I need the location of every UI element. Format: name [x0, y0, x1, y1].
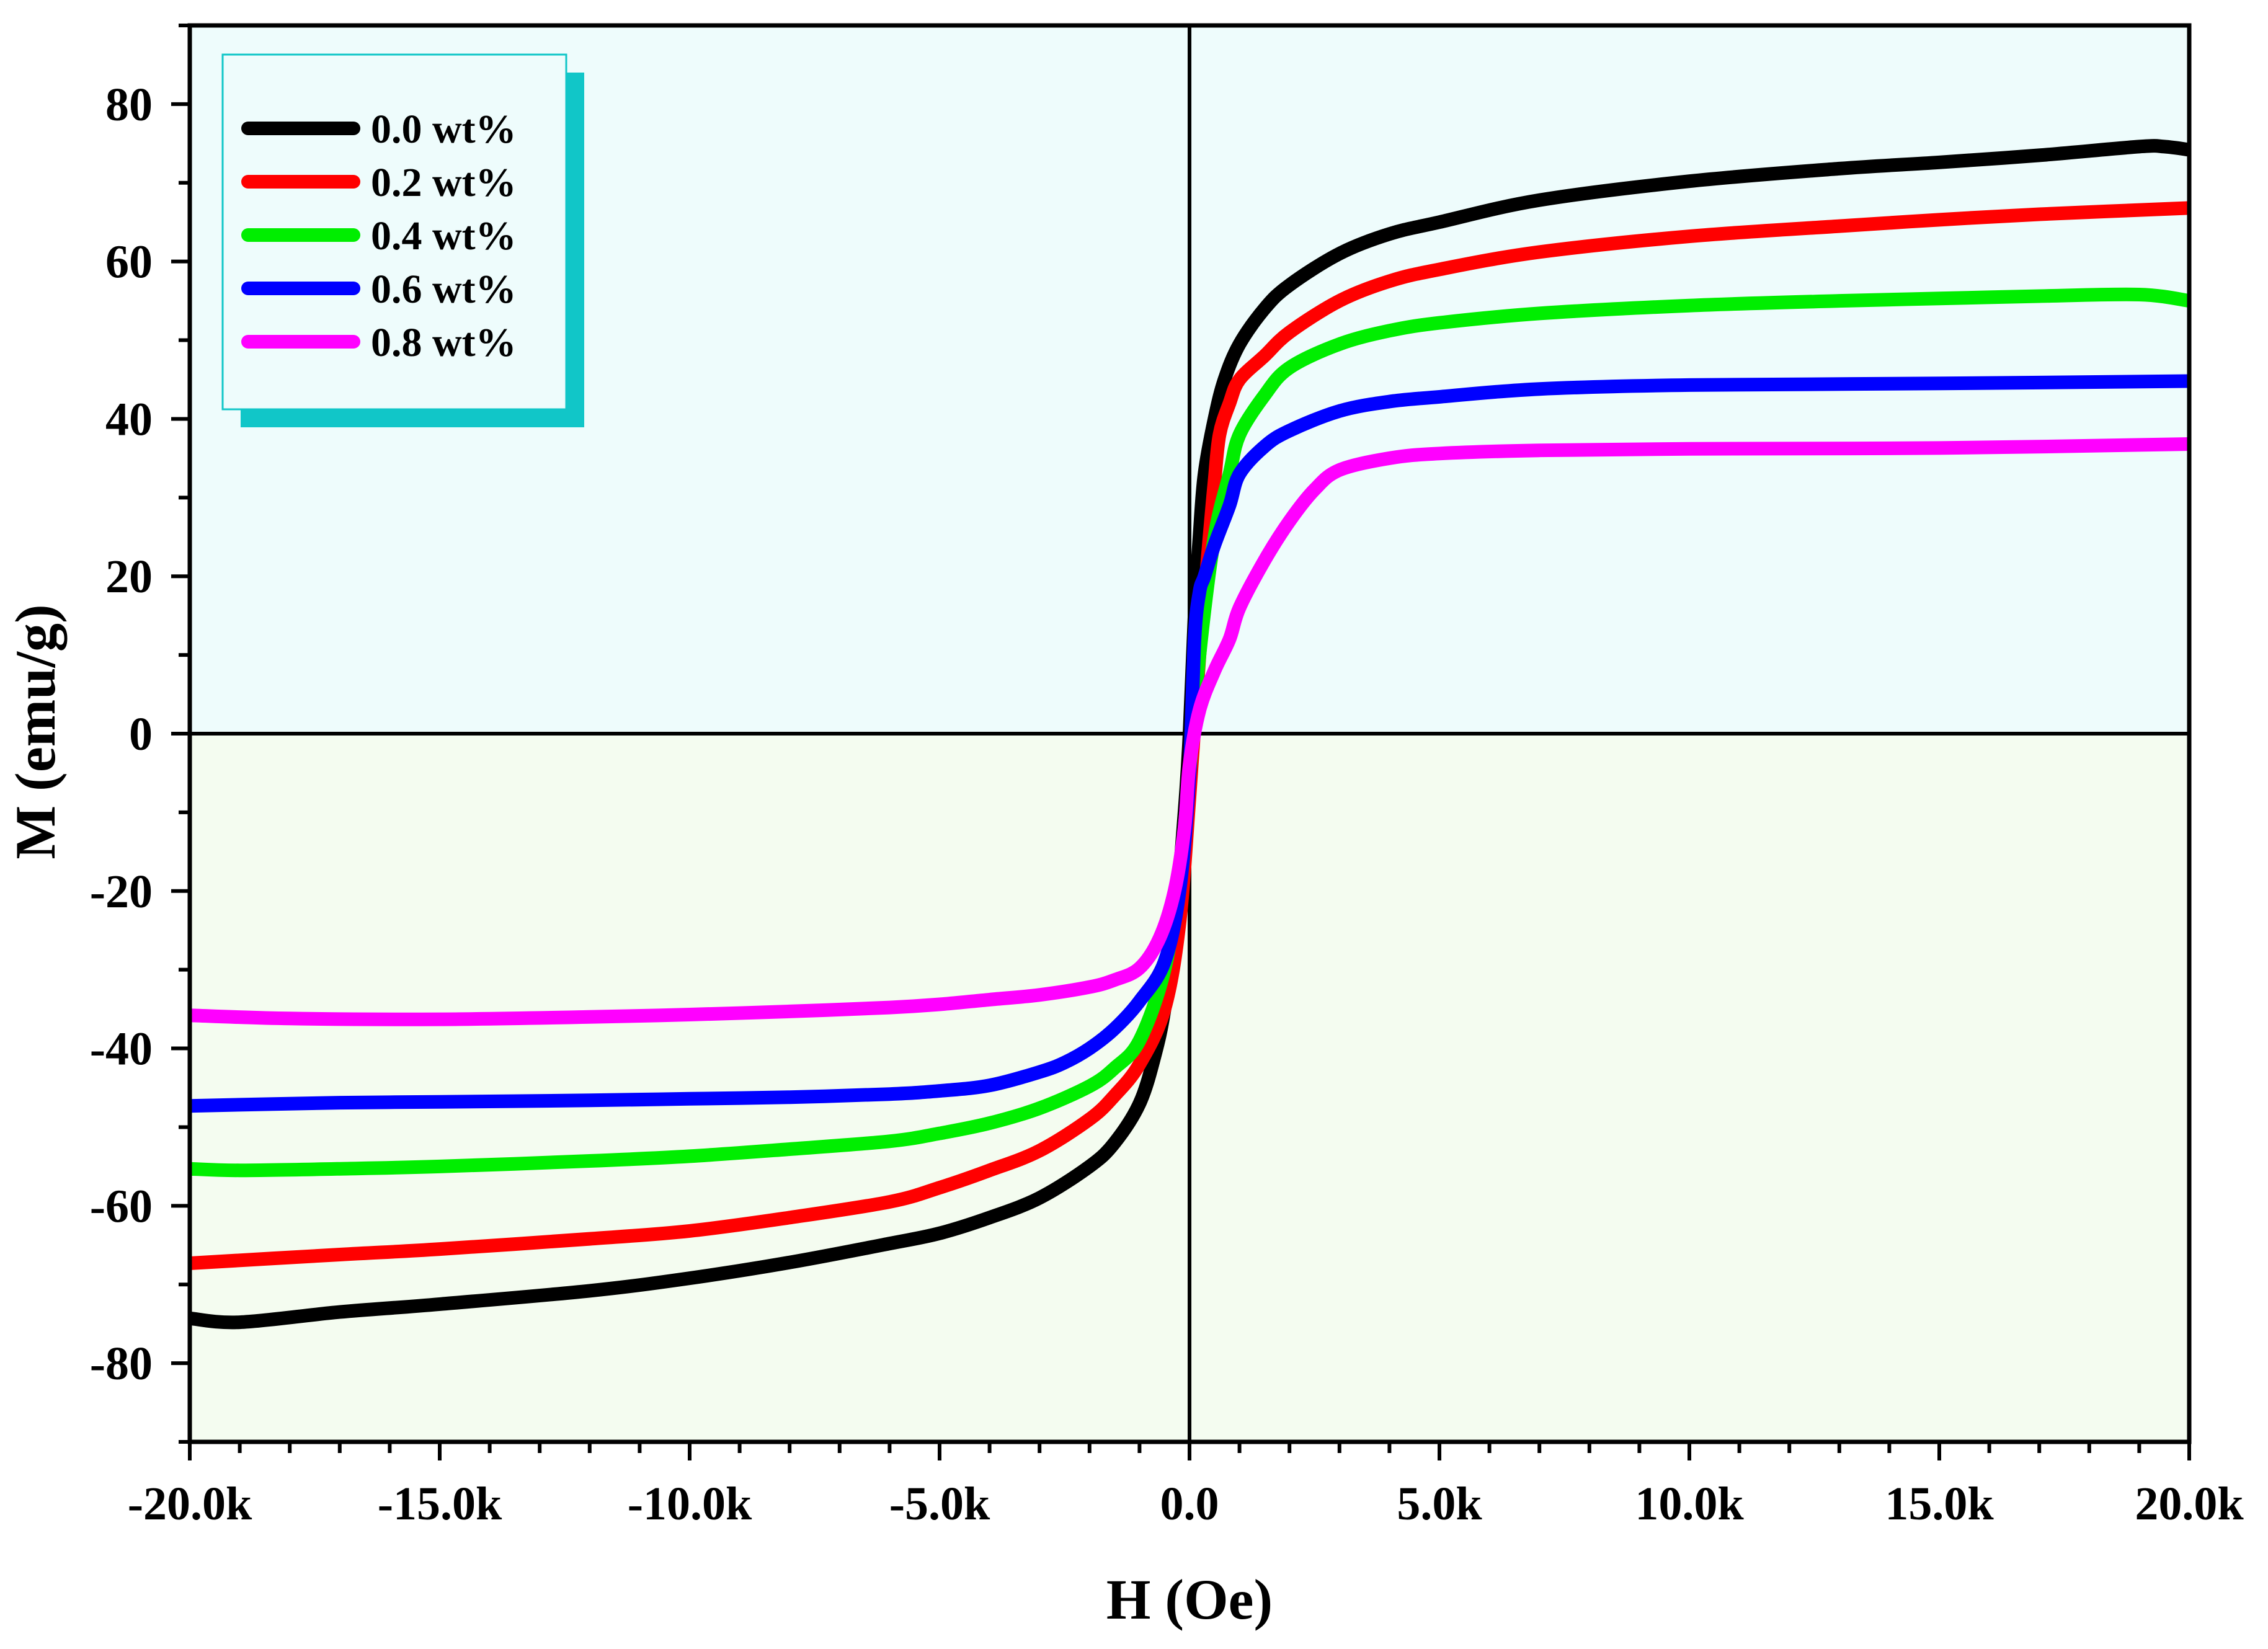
y-tick-label: 60	[105, 236, 153, 288]
legend-label: 0.8 wt%	[371, 320, 517, 365]
y-tick-label: 0	[129, 708, 153, 760]
x-axis-title: H (Oe)	[1106, 1568, 1273, 1631]
series-line-4	[190, 437, 2189, 1026]
legend-item: 0.8 wt%	[241, 320, 517, 365]
x-tick-label: 15.0k	[1885, 1478, 1994, 1530]
x-tick-label: 10.0k	[1635, 1478, 1744, 1530]
y-axis-ticks: 80 60 40 20 0 -20 -40 -60 -80	[90, 24, 190, 1444]
x-tick-label: -10.0k	[628, 1478, 752, 1530]
x-tick-label: 5.0k	[1397, 1478, 1482, 1530]
legend-label: 0.2 wt%	[371, 160, 517, 205]
legend: 0.0 wt% 0.2 wt% 0.4 wt% 0.6 wt% 0.8 wt%	[221, 53, 584, 427]
legend-label: 0.6 wt%	[371, 267, 517, 312]
y-tick-label: -20	[90, 866, 153, 918]
y-tick-label: 80	[105, 79, 153, 131]
y-tick-label: 40	[105, 393, 153, 445]
legend-item: 0.6 wt%	[241, 267, 517, 312]
x-tick-label: -20.0k	[128, 1478, 252, 1530]
x-tick-label: -15.0k	[378, 1478, 502, 1530]
legend-label: 0.4 wt%	[371, 213, 517, 259]
y-tick-label: -80	[90, 1338, 153, 1390]
x-tick-label: 0.0	[1160, 1478, 1219, 1530]
legend-item: 0.2 wt%	[241, 160, 517, 205]
legend-item: 0.0 wt%	[241, 107, 517, 152]
x-axis-ticks: -20.0k -15.0k -10.0k -5.0k 0.0 5.0k 10.0k 15.0k…	[128, 1442, 2244, 1530]
y-tick-label: -60	[90, 1180, 153, 1232]
legend-items: 0.0 wt% 0.2 wt% 0.4 wt% 0.6 wt% 0.8 wt%	[241, 107, 517, 365]
y-axis-title: M (emu/g)	[4, 604, 67, 859]
x-tick-label: 20.0k	[2135, 1478, 2244, 1530]
x-tick-label: -5.0k	[889, 1478, 990, 1530]
legend-item: 0.4 wt%	[241, 213, 517, 259]
y-tick-label: 20	[105, 551, 153, 603]
y-tick-label: -40	[90, 1023, 153, 1075]
series-layer	[190, 139, 2189, 1330]
legend-label: 0.0 wt%	[371, 107, 517, 152]
